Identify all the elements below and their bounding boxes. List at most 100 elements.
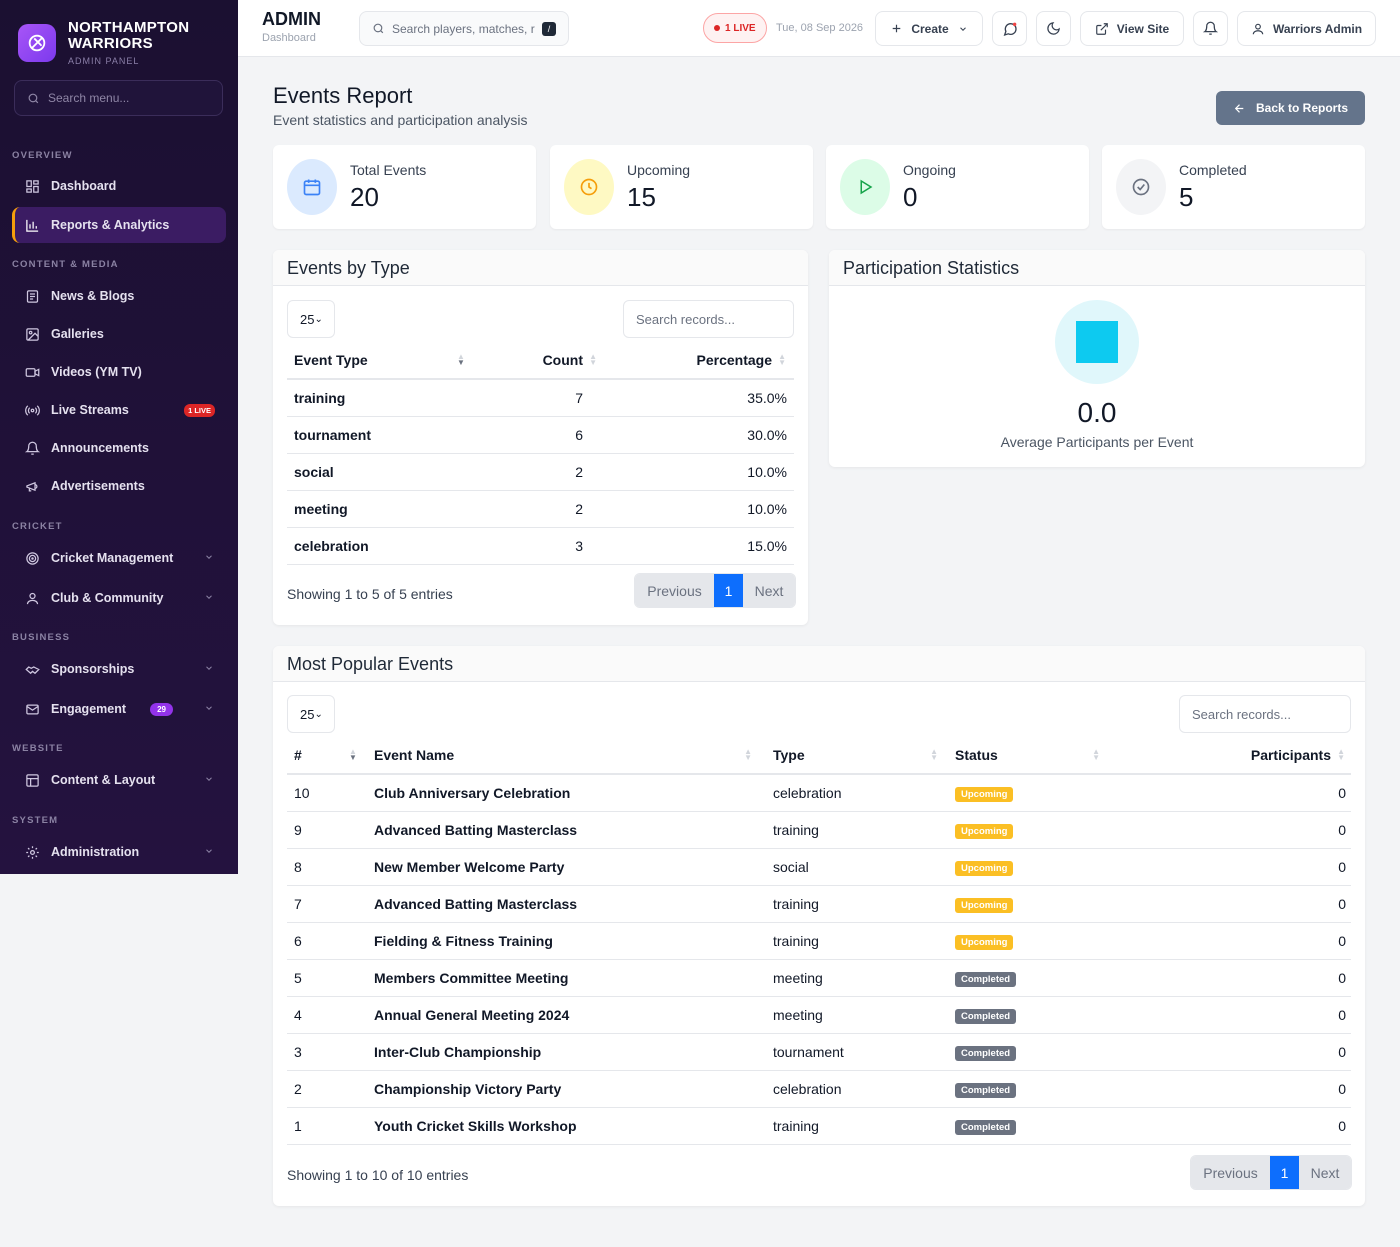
column-header-count[interactable]: Count ▲ ▼ xyxy=(487,342,599,380)
page-subtitle: Event statistics and participation analy… xyxy=(273,112,528,128)
sidebar-item-cricket-management[interactable]: Cricket Management xyxy=(12,540,226,576)
cell-percentage: 10.0% xyxy=(599,453,794,491)
sidebar-item-engagement[interactable]: Engagement 29 xyxy=(12,691,226,727)
cell-status: Upcoming xyxy=(948,848,1108,886)
sidebar-item-advertisements[interactable]: Advertisements xyxy=(12,468,226,504)
cell-status: Upcoming xyxy=(948,774,1108,812)
sidebar-search-input[interactable]: Search menu... xyxy=(14,80,223,116)
section-website: WEBSITE xyxy=(12,743,64,754)
column-header-type[interactable]: Type ▲ ▼ xyxy=(766,737,948,775)
sidebar-item-content-layout[interactable]: Content & Layout xyxy=(12,762,226,798)
next-page-button[interactable]: Next xyxy=(1299,1156,1351,1189)
sort-icon: ▲ ▼ xyxy=(1337,747,1345,762)
live-badge: 1 LIVE xyxy=(184,403,215,417)
table-search-placeholder: Search records... xyxy=(636,311,735,327)
sort-icon: ▲ ▼ xyxy=(778,352,786,367)
table-row: 4 Annual General Meeting 2024 meeting Co… xyxy=(287,996,1351,1034)
page-length-value: 25 xyxy=(300,706,315,722)
square-icon xyxy=(1076,321,1118,363)
column-header-participants[interactable]: Participants ▲ ▼ xyxy=(1108,737,1351,775)
external-link-icon xyxy=(1095,22,1108,35)
sort-icon: ▲ ▼ xyxy=(1092,747,1100,762)
theme-toggle-button[interactable] xyxy=(1036,11,1071,46)
table-search-input[interactable]: Search records... xyxy=(1179,695,1351,733)
target-icon xyxy=(24,550,40,566)
next-page-button[interactable]: Next xyxy=(743,574,795,607)
cell-percentage: 35.0% xyxy=(599,379,794,417)
previous-page-button[interactable]: Previous xyxy=(635,574,714,607)
live-indicator[interactable]: 1 LIVE xyxy=(703,13,767,43)
stat-card-total: Total Events 20 xyxy=(273,145,536,229)
avg-participants-value: 0.0 xyxy=(1077,397,1117,428)
sidebar-item-sponsorships[interactable]: Sponsorships xyxy=(12,651,226,687)
cell-participants: 0 xyxy=(1108,848,1351,886)
column-header-event-name[interactable]: Event Name ▲ ▼ xyxy=(367,737,766,775)
search-icon xyxy=(373,23,384,34)
table-row: celebration 3 15.0% xyxy=(287,527,794,565)
cell-type: meeting xyxy=(766,959,948,997)
chevron-down-icon xyxy=(204,592,214,602)
sidebar-item-videos[interactable]: Videos (YM TV) xyxy=(12,354,226,390)
sidebar-search-placeholder: Search menu... xyxy=(48,91,130,105)
handshake-icon xyxy=(24,661,40,677)
sidebar-label: Advertisements xyxy=(51,479,145,493)
user-menu-button[interactable]: Warriors Admin xyxy=(1237,11,1376,46)
video-icon xyxy=(24,364,40,380)
cell-participants: 0 xyxy=(1108,1033,1351,1071)
create-button[interactable]: Create xyxy=(875,11,983,46)
notifications-button[interactable] xyxy=(1193,11,1228,46)
check-circle-icon xyxy=(1116,159,1166,215)
back-to-reports-button[interactable]: Back to Reports xyxy=(1216,91,1365,125)
column-header-percentage[interactable]: Percentage ▲ ▼ xyxy=(599,342,794,380)
popular-events-table: # ▲ ▼ Event Name ▲ ▼ Type ▲ ▼ Status ▲ ▼ Partici… xyxy=(287,737,1351,1145)
table-search-input[interactable]: Search records... xyxy=(623,300,794,338)
page-length-select[interactable]: 25 ⌄ xyxy=(287,300,335,338)
page-1-button[interactable]: 1 xyxy=(714,574,743,607)
sidebar-item-administration[interactable]: Administration xyxy=(12,834,226,870)
page-length-select[interactable]: 25 ⌄ xyxy=(287,695,335,733)
sidebar-item-galleries[interactable]: Galleries xyxy=(12,316,226,352)
messages-button[interactable] xyxy=(992,11,1027,46)
sidebar-item-announcements[interactable]: Announcements xyxy=(12,430,226,466)
cell-event-name: Annual General Meeting 2024 xyxy=(367,996,766,1034)
global-search-input[interactable]: Search players, matches, r / xyxy=(359,11,569,46)
sidebar-item-reports[interactable]: Reports & Analytics xyxy=(12,207,226,243)
header-label: Type xyxy=(773,747,805,763)
megaphone-icon xyxy=(24,478,40,494)
page-title: Events Report xyxy=(273,83,413,108)
chevron-down-icon xyxy=(204,552,214,562)
sidebar-item-live-streams[interactable]: Live Streams 1 LIVE xyxy=(12,392,226,428)
view-site-button[interactable]: View Site xyxy=(1080,11,1184,46)
plus-icon xyxy=(893,24,901,33)
sidebar-item-dashboard[interactable]: Dashboard xyxy=(12,168,226,204)
cell-type: tournament xyxy=(766,1033,948,1071)
section-business: BUSINESS xyxy=(12,632,71,643)
column-header-event-type[interactable]: Event Type ▲ ▼ xyxy=(287,342,487,380)
bell-icon xyxy=(24,440,40,456)
table-row: 1 Youth Cricket Skills Workshop training… xyxy=(287,1107,1351,1145)
cell-status: Completed xyxy=(948,996,1108,1034)
sidebar-item-news[interactable]: News & Blogs xyxy=(12,278,226,314)
stat-label: Total Events xyxy=(350,162,427,178)
table-row: 8 New Member Welcome Party social Upcomi… xyxy=(287,848,1351,886)
calendar-icon xyxy=(287,159,337,215)
cell-type: training xyxy=(287,379,487,417)
stat-value: 20 xyxy=(350,182,379,212)
brand[interactable]: NORTHAMPTON WARRIORS ADMIN PANEL xyxy=(18,20,189,66)
search-icon xyxy=(28,93,39,103)
cell-type: tournament xyxy=(287,416,487,454)
cell-number: 7 xyxy=(287,885,367,923)
table-row: 6 Fielding & Fitness Training training U… xyxy=(287,922,1351,960)
column-header-status[interactable]: Status ▲ ▼ xyxy=(948,737,1108,775)
previous-page-button[interactable]: Previous xyxy=(1191,1156,1270,1189)
back-label: Back to Reports xyxy=(1255,101,1349,115)
newspaper-icon xyxy=(24,288,40,304)
cell-number: 3 xyxy=(287,1033,367,1071)
sidebar-item-club-community[interactable]: Club & Community xyxy=(12,580,226,616)
cell-number: 4 xyxy=(287,996,367,1034)
page-1-button[interactable]: 1 xyxy=(1270,1156,1299,1189)
table-row: training 7 35.0% xyxy=(287,379,794,417)
cell-status: Upcoming xyxy=(948,811,1108,849)
cell-number: 1 xyxy=(287,1107,367,1145)
column-header-number[interactable]: # ▲ ▼ xyxy=(287,737,367,775)
